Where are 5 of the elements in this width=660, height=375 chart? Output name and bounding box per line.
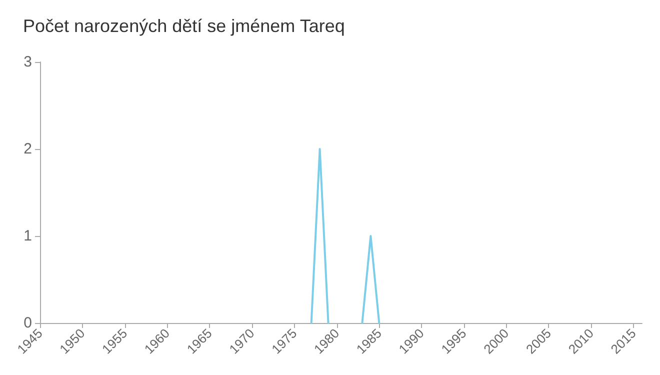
y-tick-label: 1 xyxy=(24,228,32,244)
y-tick-label: 2 xyxy=(24,140,32,158)
y-tick-label: 0 xyxy=(24,314,32,332)
chart-title: Počet narozených dětí se jménem Tareq xyxy=(23,16,345,36)
y-tick-label: 3 xyxy=(24,54,32,70)
